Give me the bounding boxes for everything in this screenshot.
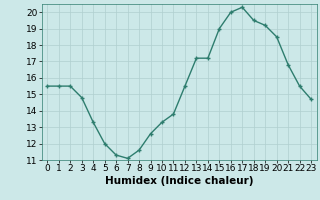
X-axis label: Humidex (Indice chaleur): Humidex (Indice chaleur) (105, 176, 253, 186)
